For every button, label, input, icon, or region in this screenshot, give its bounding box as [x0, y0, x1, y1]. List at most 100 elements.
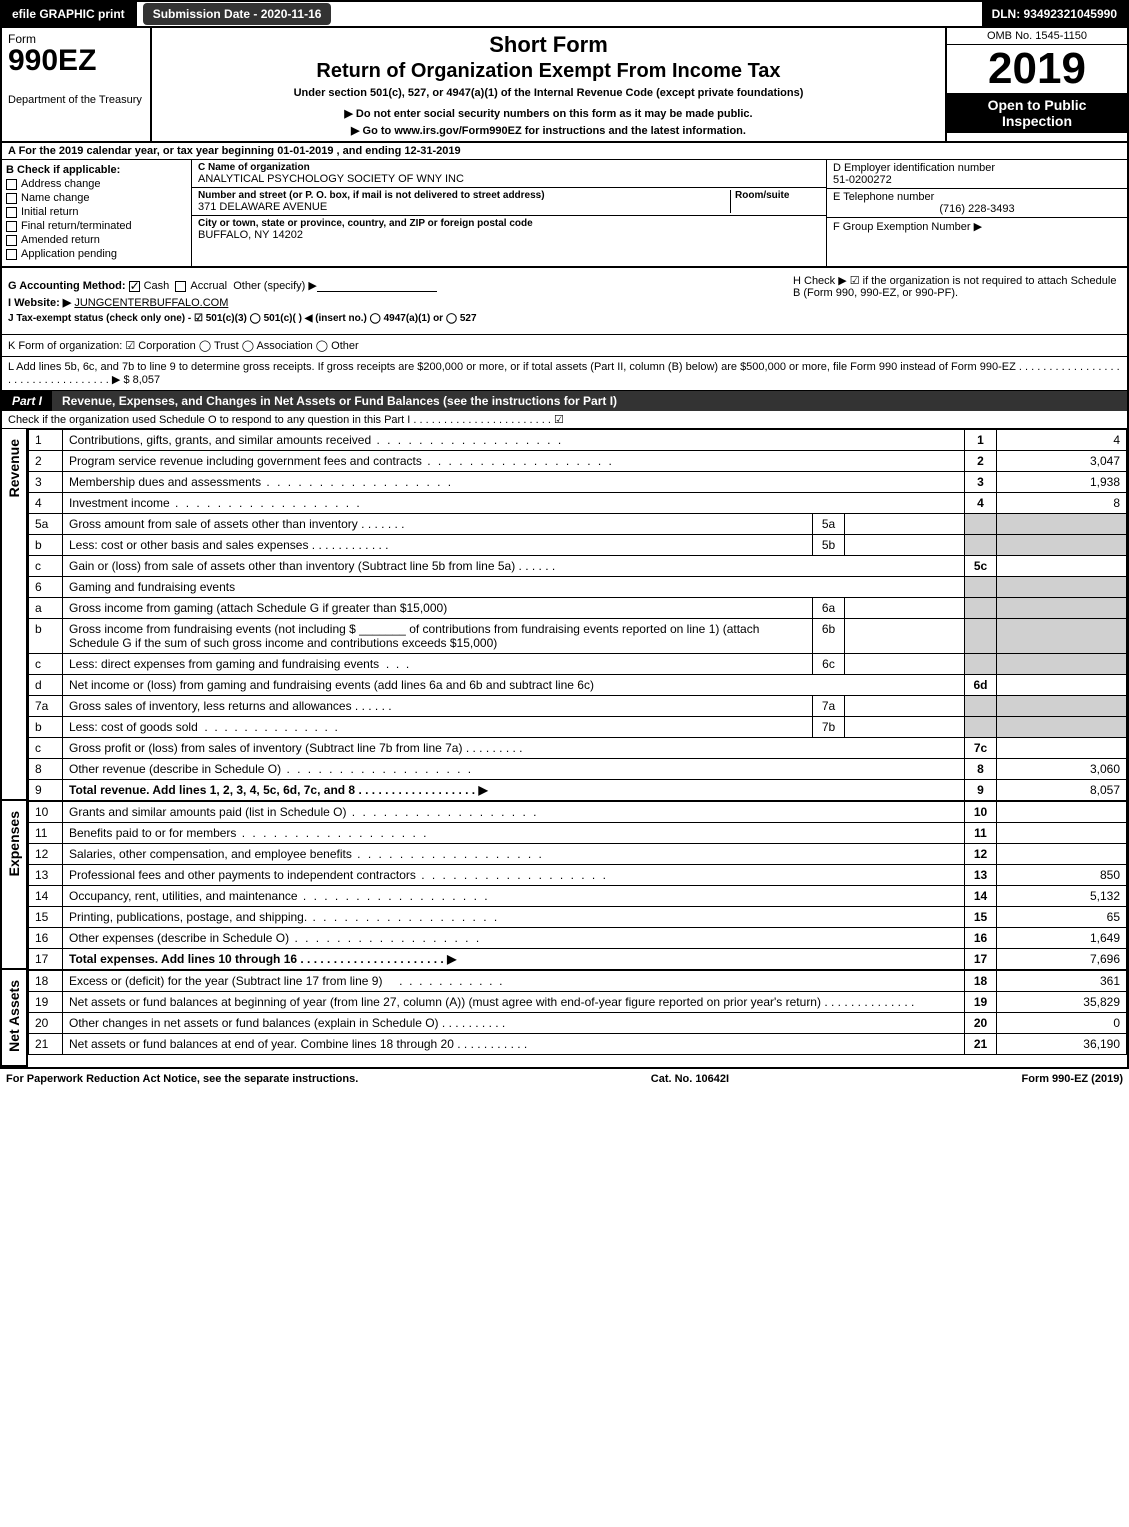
- form-header: Form 990EZ Department of the Treasury Sh…: [2, 28, 1127, 143]
- check-name[interactable]: [6, 193, 17, 204]
- line-14: 14Occupancy, rent, utilities, and mainte…: [29, 886, 1127, 907]
- section-bcdef: B Check if applicable: Address change Na…: [2, 160, 1127, 268]
- part-i-title: Revenue, Expenses, and Changes in Net As…: [52, 391, 1127, 411]
- line-19: 19Net assets or fund balances at beginni…: [29, 992, 1127, 1013]
- line-5b: bLess: cost or other basis and sales exp…: [29, 535, 1127, 556]
- row-l-value: $ 8,057: [123, 374, 160, 386]
- check-address-label: Address change: [21, 178, 101, 190]
- h-check-text: H Check ▶ ☑ if the organization is not r…: [793, 274, 1121, 299]
- g-label: G Accounting Method:: [8, 280, 126, 292]
- omb-number: OMB No. 1545-1150: [947, 28, 1127, 45]
- subtitle-goto: ▶ Go to www.irs.gov/Form990EZ for instru…: [156, 124, 941, 137]
- d-ein-label: D Employer identification number: [833, 162, 1121, 174]
- col-c-org: C Name of organization ANALYTICAL PSYCHO…: [192, 160, 827, 266]
- f-group-label: F Group Exemption Number ▶: [833, 220, 1121, 233]
- line-6d: dNet income or (loss) from gaming and fu…: [29, 675, 1127, 696]
- header-center: Short Form Return of Organization Exempt…: [152, 28, 947, 141]
- side-label-revenue: Revenue: [2, 429, 28, 801]
- submission-date-badge: Submission Date - 2020-11-16: [143, 3, 332, 25]
- e-phone-value: (716) 228-3493: [833, 203, 1121, 215]
- c-name-value: ANALYTICAL PSYCHOLOGY SOCIETY OF WNY INC: [198, 173, 820, 185]
- line-4: 4Investment income48: [29, 493, 1127, 514]
- expenses-table: 10Grants and similar amounts paid (list …: [28, 801, 1127, 970]
- line-9: 9Total revenue. Add lines 1, 2, 3, 4, 5c…: [29, 780, 1127, 801]
- net-assets-table: 18Excess or (deficit) for the year (Subt…: [28, 970, 1127, 1055]
- revenue-table: 1Contributions, gifts, grants, and simil…: [28, 429, 1127, 801]
- i-website-link[interactable]: JUNGCENTERBUFFALO.COM: [74, 297, 228, 309]
- c-street-label: Number and street (or P. O. box, if mail…: [198, 190, 730, 201]
- ghij-left: G Accounting Method: Cash Accrual Other …: [2, 268, 787, 334]
- line-7b: bLess: cost of goods sold . . . . . . . …: [29, 717, 1127, 738]
- line-10: 10Grants and similar amounts paid (list …: [29, 802, 1127, 823]
- check-final[interactable]: [6, 221, 17, 232]
- form-container: Form 990EZ Department of the Treasury Sh…: [0, 28, 1129, 1069]
- check-amended[interactable]: [6, 235, 17, 246]
- line-5c: cGain or (loss) from sale of assets othe…: [29, 556, 1127, 577]
- line-1: 1Contributions, gifts, grants, and simil…: [29, 430, 1127, 451]
- b-label: B Check if applicable:: [6, 164, 187, 176]
- line-12: 12Salaries, other compensation, and empl…: [29, 844, 1127, 865]
- check-cash[interactable]: [129, 281, 140, 292]
- part-i-label: Part I: [2, 391, 52, 411]
- line-18: 18Excess or (deficit) for the year (Subt…: [29, 971, 1127, 992]
- g-accrual: Accrual: [190, 280, 227, 292]
- col-b-checks: B Check if applicable: Address change Na…: [2, 160, 192, 266]
- line-13: 13Professional fees and other payments t…: [29, 865, 1127, 886]
- check-initial-label: Initial return: [21, 206, 78, 218]
- line-7c: cGross profit or (loss) from sales of in…: [29, 738, 1127, 759]
- header-right: OMB No. 1545-1150 2019 Open to Public In…: [947, 28, 1127, 141]
- j-label: J Tax-exempt status (check only one) - ☑…: [8, 313, 477, 324]
- header-left: Form 990EZ Department of the Treasury: [2, 28, 152, 141]
- side-label-net: Net Assets: [2, 970, 28, 1067]
- check-initial[interactable]: [6, 207, 17, 218]
- footer-left: For Paperwork Reduction Act Notice, see …: [6, 1073, 358, 1085]
- line-20: 20Other changes in net assets or fund ba…: [29, 1013, 1127, 1034]
- check-name-label: Name change: [21, 192, 90, 204]
- subtitle-section: Under section 501(c), 527, or 4947(a)(1)…: [156, 87, 941, 99]
- line-6c: cLess: direct expenses from gaming and f…: [29, 654, 1127, 675]
- line-16: 16Other expenses (describe in Schedule O…: [29, 928, 1127, 949]
- i-label: I Website: ▶: [8, 297, 71, 309]
- part-i-checkline: Check if the organization used Schedule …: [2, 411, 1127, 429]
- footer-row: For Paperwork Reduction Act Notice, see …: [0, 1069, 1129, 1089]
- net-assets-section: Net Assets 18Excess or (deficit) for the…: [2, 970, 1127, 1067]
- top-bar: efile GRAPHIC print Submission Date - 20…: [0, 0, 1129, 28]
- form-number: 990EZ: [8, 46, 144, 76]
- col-def: D Employer identification number 51-0200…: [827, 160, 1127, 266]
- c-name-label: C Name of organization: [198, 162, 820, 173]
- dln-badge: DLN: 93492321045990: [982, 2, 1127, 26]
- footer-right: Form 990-EZ (2019): [1022, 1073, 1123, 1085]
- line-15: 15Printing, publications, postage, and s…: [29, 907, 1127, 928]
- check-address[interactable]: [6, 179, 17, 190]
- line-6b: bGross income from fundraising events (n…: [29, 619, 1127, 654]
- line-3: 3Membership dues and assessments31,938: [29, 472, 1127, 493]
- line-6a: aGross income from gaming (attach Schedu…: [29, 598, 1127, 619]
- title-return: Return of Organization Exempt From Incom…: [156, 60, 941, 83]
- g-cash: Cash: [144, 280, 170, 292]
- revenue-section: Revenue 1Contributions, gifts, grants, a…: [2, 429, 1127, 801]
- row-l-text: L Add lines 5b, 6c, and 7b to line 9 to …: [8, 361, 1120, 386]
- part-i-header: Part I Revenue, Expenses, and Changes in…: [2, 391, 1127, 411]
- line-7a: 7aGross sales of inventory, less returns…: [29, 696, 1127, 717]
- line-17: 17Total expenses. Add lines 10 through 1…: [29, 949, 1127, 970]
- check-amended-label: Amended return: [21, 234, 100, 246]
- efile-print-button[interactable]: efile GRAPHIC print: [2, 2, 137, 26]
- check-final-label: Final return/terminated: [21, 220, 132, 232]
- c-city-label: City or town, state or province, country…: [198, 218, 820, 229]
- d-ein-value: 51-0200272: [833, 174, 1121, 186]
- check-accrual[interactable]: [175, 281, 186, 292]
- line-8: 8Other revenue (describe in Schedule O)8…: [29, 759, 1127, 780]
- side-label-expenses: Expenses: [2, 801, 28, 970]
- subtitle-ssn: ▶ Do not enter social security numbers o…: [156, 107, 941, 120]
- check-pending[interactable]: [6, 249, 17, 260]
- row-k: K Form of organization: ☑ Corporation ◯ …: [2, 335, 1127, 357]
- title-short-form: Short Form: [156, 32, 941, 58]
- g-other-input[interactable]: [317, 278, 437, 292]
- g-other: Other (specify) ▶: [233, 280, 317, 292]
- footer-mid: Cat. No. 10642I: [651, 1073, 729, 1085]
- line-11: 11Benefits paid to or for members11: [29, 823, 1127, 844]
- expenses-section: Expenses 10Grants and similar amounts pa…: [2, 801, 1127, 970]
- c-city-value: BUFFALO, NY 14202: [198, 229, 820, 241]
- row-a-tax-year: A For the 2019 calendar year, or tax yea…: [2, 143, 1127, 160]
- ghij-right: H Check ▶ ☑ if the organization is not r…: [787, 268, 1127, 334]
